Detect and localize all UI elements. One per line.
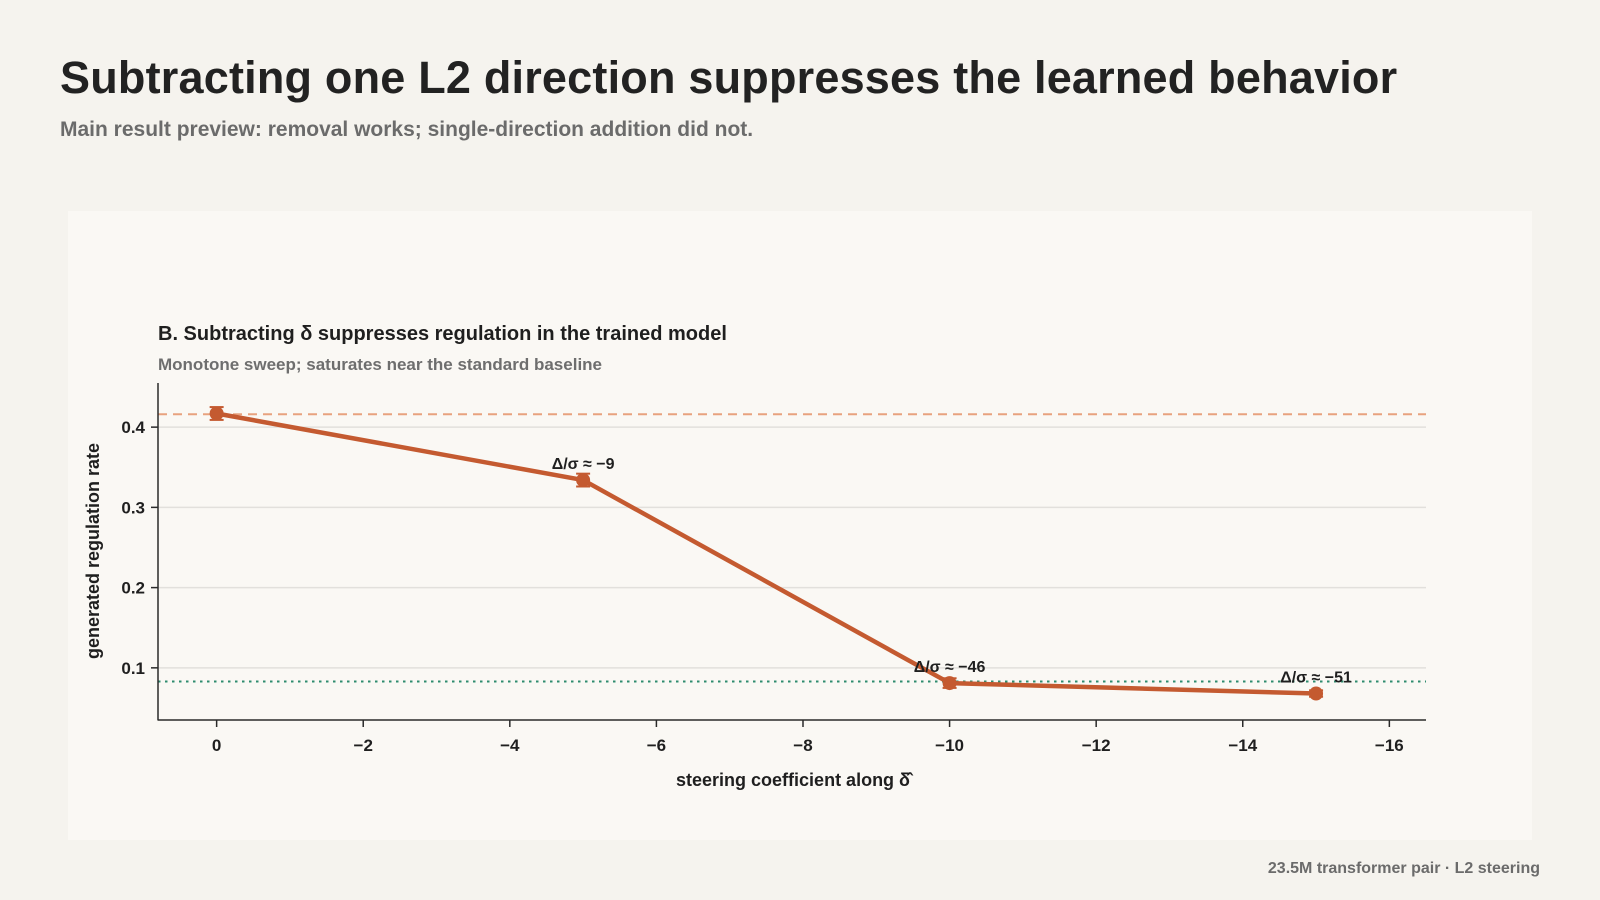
axes bbox=[157, 383, 1426, 721]
data-point-0 bbox=[209, 406, 224, 421]
y-tick-label-2: 0.3 bbox=[121, 498, 145, 517]
annotation-2: Δ/σ ≈ −46 bbox=[914, 659, 986, 676]
data-point-2 bbox=[942, 676, 957, 691]
gridlines bbox=[158, 426, 1426, 669]
series-line bbox=[214, 411, 1319, 696]
y-tick-label-0: 0.1 bbox=[121, 659, 145, 678]
x-tick-label-8: −16 bbox=[1375, 736, 1404, 755]
page-title: Subtracting one L2 direction suppresses … bbox=[60, 52, 1398, 103]
y-tick-label-1: 0.2 bbox=[121, 579, 145, 598]
x-tick-label-1: −2 bbox=[354, 736, 373, 755]
x-axis-label: steering coefficient along δ̂ bbox=[676, 770, 914, 790]
footer-caption: 23.5M transformer pair · L2 steering bbox=[1267, 860, 1540, 877]
chart-title: B. Subtracting δ suppresses regulation i… bbox=[158, 323, 727, 345]
x-tick-label-7: −14 bbox=[1228, 736, 1257, 755]
series-layer bbox=[209, 406, 1324, 701]
y-axis-label: generated regulation rate bbox=[83, 443, 103, 659]
line-chart: B. Subtracting δ suppresses regulation i… bbox=[83, 323, 1426, 790]
x-tick-label-4: −8 bbox=[793, 736, 812, 755]
annotations: Δ/σ ≈ −9 Δ/σ ≈ −46 Δ/σ ≈ −51 bbox=[552, 456, 1352, 686]
reference-lines bbox=[158, 413, 1426, 683]
data-point-3 bbox=[1309, 686, 1324, 701]
x-ticks: 0 −2 −4 −6 −8 −10 −12 −14 −16 bbox=[212, 720, 1404, 755]
x-tick-label-6: −12 bbox=[1082, 736, 1111, 755]
annotation-3: Δ/σ ≈ −51 bbox=[1280, 670, 1352, 687]
annotation-1: Δ/σ ≈ −9 bbox=[552, 456, 615, 473]
x-tick-label-3: −6 bbox=[647, 736, 666, 755]
data-point-1 bbox=[576, 473, 591, 488]
x-tick-label-0: 0 bbox=[212, 736, 221, 755]
x-tick-label-2: −4 bbox=[500, 736, 520, 755]
chart-panel: B. Subtracting δ suppresses regulation i… bbox=[68, 211, 1532, 840]
y-ticks: 0.1 0.2 0.3 0.4 bbox=[121, 418, 158, 678]
chart-subtitle: Monotone sweep; saturates near the stand… bbox=[158, 355, 602, 374]
x-tick-label-5: −10 bbox=[935, 736, 964, 755]
page-subtitle: Main result preview: removal works; sing… bbox=[60, 118, 754, 141]
y-tick-label-3: 0.4 bbox=[121, 418, 145, 437]
